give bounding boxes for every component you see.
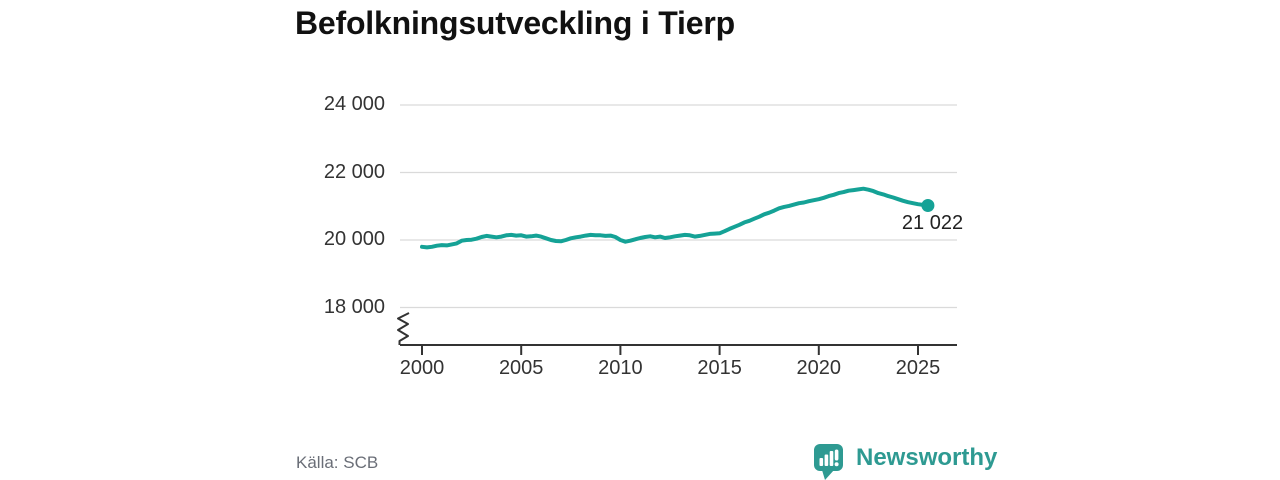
population-line	[420, 186, 930, 250]
y-axis-tick-label: 20 000	[323, 228, 385, 250]
x-axis-tick-label: 2020	[796, 357, 842, 379]
chart-title: Befolkningsutveckling i Tierp	[295, 5, 735, 41]
y-axis-tick-label: 18 000	[323, 295, 385, 318]
x-axis-tick-label: 2015	[697, 357, 742, 379]
x-axis-tick-label: 2010	[598, 357, 643, 379]
newsworthy-wordmark: Newsworthy	[856, 444, 998, 471]
x-axis	[400, 344, 957, 355]
gridlines	[400, 104, 957, 309]
latest-value-label: 21 022	[901, 211, 964, 234]
y-axis-break-icon	[397, 312, 410, 345]
newsworthy-logo: Newsworthy	[813, 443, 997, 480]
latest-value-dot	[921, 199, 935, 213]
y-axis-tick-label: 22 000	[323, 160, 385, 183]
x-axis-tick-label: 2005	[498, 357, 544, 379]
x-axis-tick-label: 2025	[895, 357, 941, 379]
newsworthy-chart-bubble-icon	[814, 444, 843, 480]
y-axis-tick-label: 24 000	[323, 93, 385, 115]
source-label: Källa: SCB	[296, 453, 379, 472]
x-axis-tick-label: 2000	[399, 357, 445, 379]
